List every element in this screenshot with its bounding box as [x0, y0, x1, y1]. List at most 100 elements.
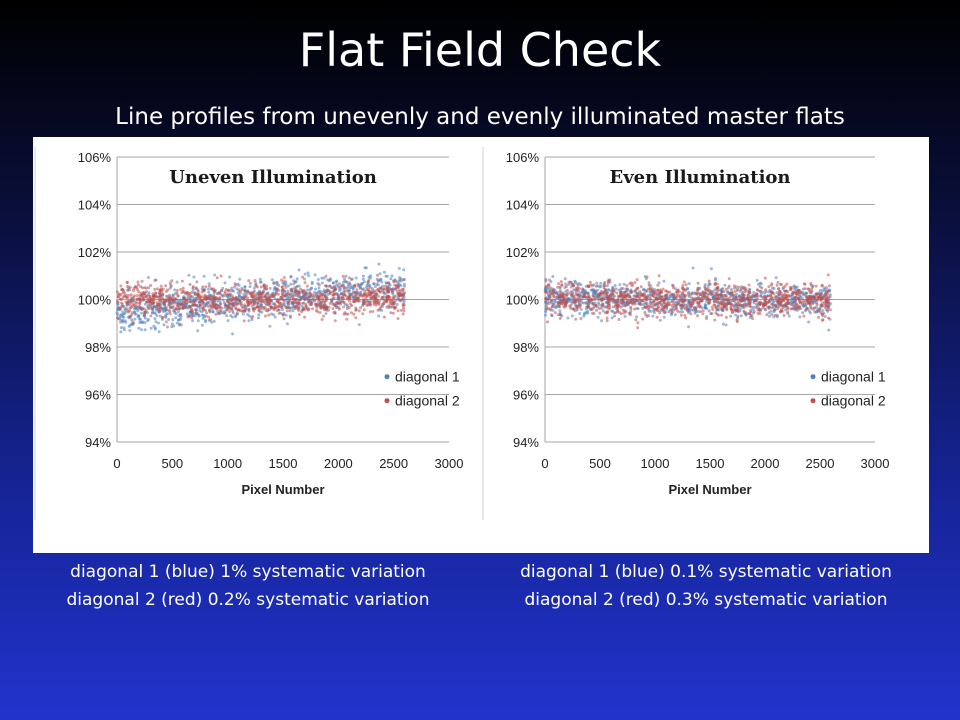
data-point — [699, 292, 702, 296]
data-point — [827, 298, 831, 302]
data-point — [322, 276, 326, 280]
data-point — [610, 316, 614, 320]
data-point — [146, 303, 150, 307]
data-point — [364, 298, 368, 302]
data-point — [820, 318, 824, 322]
data-point — [169, 302, 173, 306]
data-point — [138, 301, 142, 305]
data-point — [294, 297, 298, 301]
data-point — [622, 311, 626, 315]
data-point — [664, 302, 668, 306]
data-point — [704, 288, 708, 292]
data-point — [115, 311, 119, 315]
data-point — [303, 293, 307, 297]
data-point — [366, 287, 370, 291]
data-point — [665, 293, 668, 297]
data-point — [384, 281, 388, 285]
data-point — [629, 290, 633, 293]
data-point — [688, 295, 691, 298]
data-point — [402, 278, 406, 282]
data-point — [614, 311, 617, 315]
data-point — [233, 282, 237, 286]
data-point — [380, 280, 384, 284]
data-point — [392, 301, 396, 305]
data-point — [556, 301, 560, 305]
data-point — [303, 281, 307, 285]
data-point — [365, 300, 369, 304]
data-point — [383, 284, 387, 288]
data-point — [371, 310, 375, 313]
data-point — [662, 315, 666, 319]
data-point — [643, 288, 647, 292]
data-point — [792, 284, 796, 288]
data-point — [729, 307, 733, 311]
data-point — [681, 310, 684, 314]
data-point — [782, 314, 786, 317]
data-point — [271, 294, 275, 298]
data-point — [128, 328, 132, 332]
data-point — [125, 307, 129, 311]
data-point — [794, 302, 798, 306]
x-axis-label: Pixel Number — [241, 482, 324, 497]
x-tick-label: 3000 — [435, 456, 464, 471]
data-point — [811, 302, 815, 306]
data-point — [115, 302, 119, 306]
data-point — [756, 308, 760, 312]
data-point — [559, 299, 563, 303]
data-point — [162, 300, 166, 304]
data-point — [740, 296, 744, 300]
data-point — [188, 297, 192, 301]
data-point — [603, 288, 607, 292]
data-point — [175, 289, 179, 292]
data-point — [684, 283, 688, 287]
data-point — [396, 309, 400, 313]
data-point — [357, 299, 361, 303]
data-point — [221, 298, 225, 302]
data-point — [252, 302, 256, 306]
data-point — [298, 303, 301, 307]
data-point — [325, 308, 328, 312]
data-point — [815, 302, 819, 306]
legend-marker — [384, 398, 390, 404]
data-point — [659, 289, 663, 293]
data-point — [158, 314, 162, 318]
data-point — [228, 275, 232, 279]
data-point — [377, 262, 381, 266]
data-point — [598, 285, 602, 289]
x-tick-label: 0 — [541, 456, 548, 471]
data-point — [651, 314, 655, 318]
data-point — [174, 307, 178, 311]
data-point — [682, 303, 686, 307]
data-point — [368, 302, 371, 306]
data-point — [293, 307, 297, 311]
data-point — [115, 316, 119, 320]
data-point — [749, 310, 753, 314]
data-point — [558, 285, 562, 289]
data-point — [817, 295, 821, 299]
data-point — [157, 330, 161, 334]
data-point — [677, 294, 681, 298]
data-point — [770, 291, 774, 295]
data-point — [393, 305, 397, 309]
data-point — [175, 321, 179, 325]
data-point — [401, 312, 405, 316]
data-point — [259, 280, 263, 284]
data-point — [212, 289, 216, 293]
data-point — [378, 272, 382, 276]
data-point — [810, 289, 814, 293]
data-point — [204, 285, 208, 289]
data-point — [354, 298, 357, 302]
data-point — [616, 299, 620, 303]
data-point — [203, 296, 207, 300]
data-point — [617, 318, 621, 321]
data-point — [675, 294, 679, 298]
data-point — [276, 300, 280, 304]
data-point — [241, 312, 245, 316]
data-point — [253, 279, 257, 282]
data-point — [337, 289, 341, 292]
data-point — [168, 312, 172, 316]
data-point — [758, 303, 762, 306]
data-point — [373, 285, 377, 289]
data-point — [786, 298, 790, 302]
data-point — [345, 307, 349, 310]
